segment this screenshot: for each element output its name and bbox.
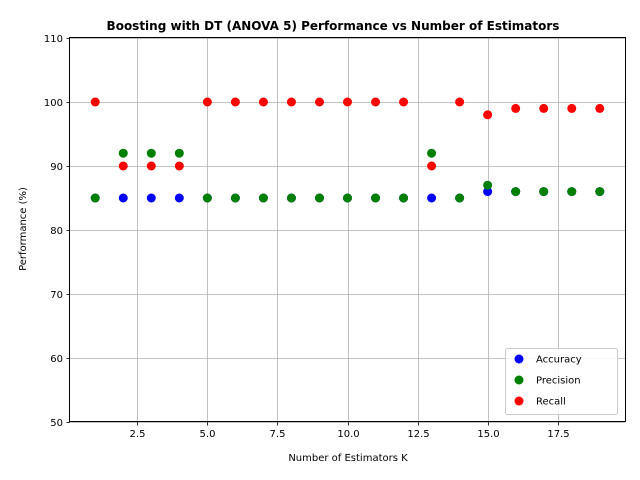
- recall-point: [118, 161, 128, 171]
- x-axis-label: Number of Estimators K: [288, 453, 408, 464]
- precision-point: [146, 148, 156, 158]
- recall-point: [427, 161, 437, 171]
- legend-box: [505, 348, 618, 415]
- precision-point: [455, 193, 465, 203]
- legend-marker-precision: [514, 375, 524, 385]
- recall-point: [511, 103, 521, 113]
- accuracy-point: [174, 193, 184, 203]
- precision-point: [539, 187, 549, 197]
- y-tick-label: 60: [50, 354, 63, 365]
- precision-point: [314, 193, 324, 203]
- legend-label-precision: Precision: [536, 376, 581, 387]
- recall-point: [174, 161, 184, 171]
- recall-point: [539, 103, 549, 113]
- recall-point: [343, 97, 352, 107]
- x-tick-label: 12.5: [407, 429, 429, 440]
- recall-point: [455, 97, 465, 107]
- x-tick-label: 5.0: [200, 429, 216, 440]
- legend-label-recall: Recall: [536, 397, 566, 408]
- y-tick-label: 50: [50, 418, 63, 429]
- precision-point: [202, 193, 212, 203]
- y-tick-label: 80: [50, 226, 63, 237]
- plot-frame: [69, 37, 626, 422]
- y-axis-label: Performance (%): [18, 187, 29, 271]
- recall-point: [399, 97, 409, 107]
- recall-point: [258, 97, 268, 107]
- precision-point: [343, 193, 352, 203]
- x-tick-label: 15.0: [477, 429, 499, 440]
- accuracy-point: [118, 193, 128, 203]
- recall-point: [202, 97, 212, 107]
- precision-point: [258, 193, 268, 203]
- x-tick-label: 10.0: [337, 429, 359, 440]
- y-tick-label: 90: [50, 162, 63, 173]
- legend-marker-recall: [514, 396, 524, 406]
- recall-point: [483, 110, 493, 120]
- chart-title: Boosting with DT (ANOVA 5) Performance v…: [107, 19, 560, 33]
- y-tick-label: 100: [44, 98, 63, 109]
- recall-point: [567, 103, 577, 113]
- recall-point: [230, 97, 240, 107]
- precision-point: [230, 193, 240, 203]
- precision-point: [174, 148, 184, 158]
- precision-point: [427, 148, 437, 158]
- legend: Accuracy Precision Recall: [505, 348, 618, 415]
- series-precision: [90, 148, 605, 203]
- x-tick-label: 17.5: [547, 429, 569, 440]
- axis-ticks: 2.5 5.0 7.5 10.0 12.5 15.0 17.5 50 60 70 80 90 100 11…: [44, 34, 570, 440]
- recall-point: [371, 97, 381, 107]
- precision-point: [371, 193, 381, 203]
- x-tick-label: 2.5: [130, 429, 146, 440]
- precision-point: [511, 187, 521, 197]
- precision-point: [483, 180, 493, 190]
- recall-point: [90, 97, 100, 107]
- recall-point: [314, 97, 324, 107]
- precision-point: [90, 193, 100, 203]
- precision-point: [286, 193, 296, 203]
- precision-point: [118, 148, 128, 158]
- legend-marker-accuracy: [514, 354, 524, 364]
- recall-point: [286, 97, 296, 107]
- y-tick-label: 110: [44, 34, 63, 45]
- x-tick-label: 7.5: [270, 429, 286, 440]
- legend-label-accuracy: Accuracy: [536, 355, 582, 366]
- series-recall: [90, 97, 605, 171]
- accuracy-point: [483, 187, 493, 197]
- precision-point: [567, 187, 577, 197]
- accuracy-point: [427, 193, 437, 203]
- recall-point: [595, 103, 605, 113]
- y-tick-label: 70: [50, 290, 63, 301]
- recall-point: [146, 161, 156, 171]
- precision-point: [399, 193, 409, 203]
- precision-point: [595, 187, 605, 197]
- accuracy-point: [146, 193, 156, 203]
- data-points: [90, 97, 605, 203]
